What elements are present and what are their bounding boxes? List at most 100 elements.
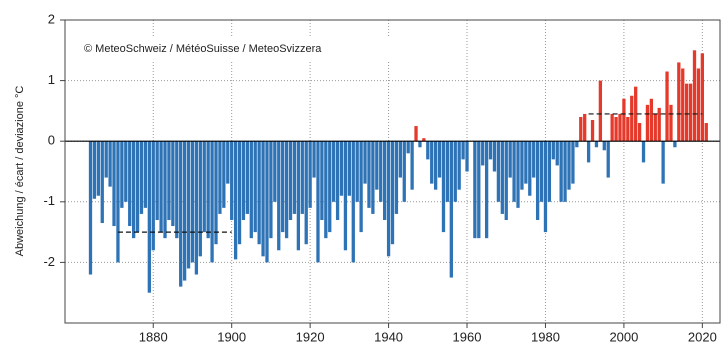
bar (563, 141, 567, 202)
bar (171, 141, 175, 227)
bar (347, 141, 352, 196)
bar (414, 126, 418, 142)
bar (410, 141, 414, 190)
bar (528, 141, 532, 196)
bar (324, 141, 328, 239)
bar (308, 141, 312, 208)
bar (520, 141, 524, 190)
bar (206, 141, 210, 239)
bar (622, 98, 626, 142)
bar (594, 141, 599, 148)
x-tick-label: 1880 (139, 329, 168, 344)
bar (163, 141, 167, 239)
bar (269, 141, 273, 239)
bar (304, 141, 308, 245)
bar (626, 116, 630, 142)
bar (124, 141, 128, 202)
bar (108, 141, 112, 187)
bar (422, 138, 426, 142)
bar (614, 116, 618, 142)
bar (261, 141, 265, 257)
bar (484, 141, 489, 239)
x-tick-label: 1940 (374, 329, 403, 344)
bar (363, 141, 367, 184)
bar (241, 141, 246, 220)
bar (665, 71, 669, 142)
bar (685, 83, 689, 142)
bar (437, 141, 442, 178)
x-tick-label: 1980 (531, 329, 560, 344)
bar (284, 141, 289, 239)
bar (692, 50, 697, 142)
bar (214, 141, 218, 245)
bar (590, 119, 595, 142)
x-tick-label: 1920 (296, 329, 325, 344)
bar (641, 141, 646, 163)
bar (465, 141, 469, 172)
bar (539, 141, 544, 202)
bar (202, 141, 206, 233)
bar (477, 141, 481, 239)
bar (375, 141, 379, 190)
bar (104, 141, 108, 178)
bar (351, 141, 355, 263)
bar (281, 141, 285, 233)
bar (367, 141, 371, 208)
bar (120, 141, 124, 208)
bar (167, 141, 171, 220)
bar (433, 141, 438, 190)
bar (151, 141, 155, 251)
bar (583, 113, 587, 142)
bar (186, 141, 191, 269)
y-axis-label: Abweichung / écart / deviazione °C (14, 86, 26, 257)
bar (453, 141, 457, 202)
annotation: © MeteoSchweiz / MétéoSuisse / MeteoSviz… (84, 43, 322, 55)
bar (135, 141, 140, 233)
bar (339, 141, 344, 196)
x-tick-label: 1900 (217, 329, 246, 344)
bar (100, 141, 104, 224)
x-tick-label: 2020 (688, 329, 717, 344)
bar (426, 141, 430, 160)
bar (320, 141, 324, 220)
bar (312, 141, 316, 178)
bar (457, 141, 461, 190)
bar (194, 141, 199, 275)
plot-frame (64, 19, 721, 324)
bar (253, 141, 257, 233)
bar (233, 141, 238, 260)
bar (681, 68, 685, 142)
bar (571, 141, 575, 184)
bar (524, 141, 528, 184)
bar (398, 141, 402, 178)
bar (634, 86, 638, 142)
bar (328, 141, 332, 233)
bar (418, 141, 422, 148)
bar (237, 141, 242, 245)
bar (159, 141, 163, 233)
bar (602, 141, 606, 151)
bar (481, 141, 485, 166)
bar (700, 53, 704, 142)
y-tick-label: 2 (48, 11, 55, 26)
bar (555, 141, 559, 166)
bar (394, 141, 399, 214)
y-tick-label: 1 (48, 72, 55, 87)
bar (575, 141, 579, 148)
bar (92, 141, 97, 199)
bar (610, 113, 614, 142)
bar (598, 80, 603, 142)
bar (249, 141, 253, 239)
annotation-box (78, 38, 418, 60)
bar (155, 141, 159, 220)
bar (139, 141, 144, 214)
bar (630, 95, 634, 142)
bar (535, 141, 540, 220)
bar (512, 141, 516, 202)
bar (673, 141, 677, 148)
bar (532, 141, 536, 178)
bar (288, 141, 293, 220)
bar (277, 141, 281, 251)
bar (645, 104, 650, 142)
bar (445, 141, 450, 202)
